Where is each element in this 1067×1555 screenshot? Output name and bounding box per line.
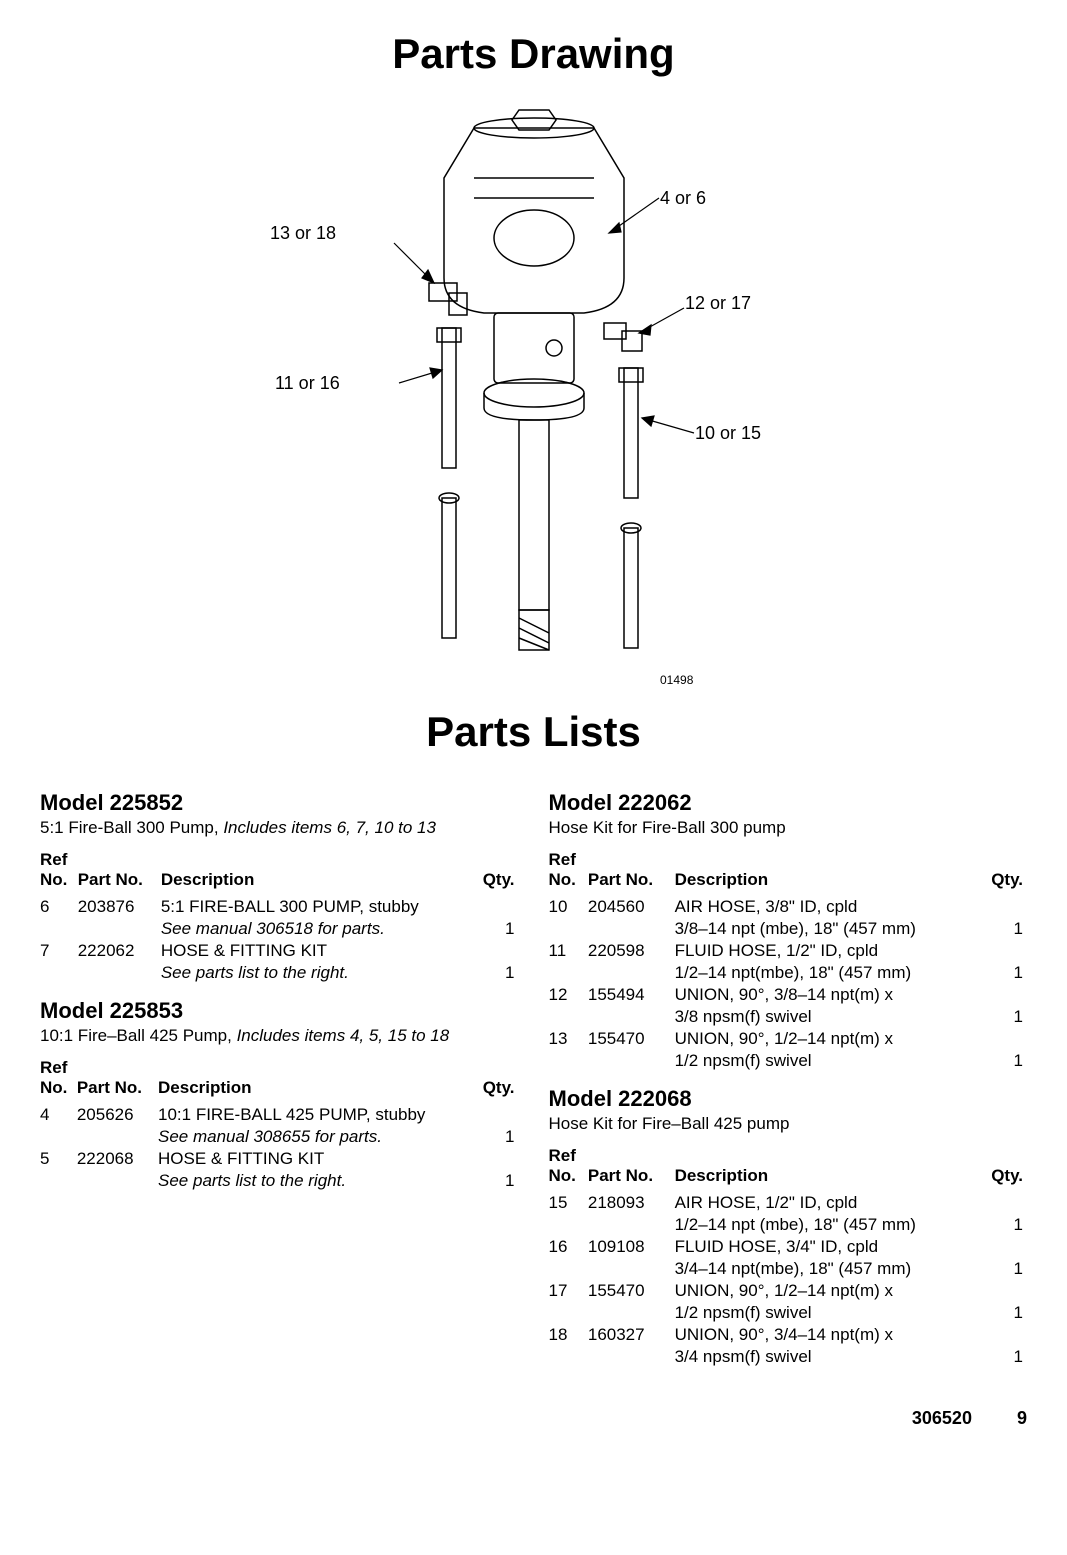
table-row: See parts list to the right. 1 [40,1170,519,1192]
model-222068-title: Model 222068 [549,1086,1028,1112]
model-225853-title: Model 225853 [40,998,519,1024]
left-column: Model 225852 5:1 Fire-Ball 300 Pump, Inc… [40,776,519,1368]
table-row: 3/4–14 npt(mbe), 18" (457 mm)1 [549,1258,1028,1280]
table-row: 1/2 npsm(f) swivel1 [549,1050,1028,1072]
col-qty: Qty. [475,846,518,896]
table-row: 7 222062 HOSE & FITTING KIT [40,940,519,962]
col-part: Part No. [588,1142,675,1192]
parts-lists-title: Parts Lists [40,708,1027,756]
col-ref: RefNo. [40,846,78,896]
model-222062-subtitle: Hose Kit for Fire-Ball 300 pump [549,818,1028,838]
table-row: 1/2 npsm(f) swivel1 [549,1302,1028,1324]
table-row: 3/8–14 npt (mbe), 18" (457 mm)1 [549,918,1028,940]
table-row: 13155470UNION, 90°, 1/2–14 npt(m) x [549,1028,1028,1050]
table-row: 3/4 npsm(f) swivel1 [549,1346,1028,1368]
model-225852-sub-plain: 5:1 Fire-Ball 300 Pump, [40,818,223,837]
page-number: 9 [1017,1408,1027,1428]
table-row: See manual 306518 for parts. 1 [40,918,519,940]
table-row: 4 205626 10:1 FIRE-BALL 425 PUMP, stubby [40,1104,519,1126]
pump-illustration [324,98,744,678]
parts-drawing-figure: 4 or 6 13 or 18 12 or 17 11 or 16 10 or … [40,98,1027,698]
drawing-id: 01498 [660,673,693,687]
table-row: 3/8 npsm(f) swivel1 [549,1006,1028,1028]
table-row: 1/2–14 npt(mbe), 18" (457 mm)1 [549,962,1028,984]
table-row: 1/2–14 npt (mbe), 18" (457 mm)1 [549,1214,1028,1236]
table-row: 12155494UNION, 90°, 3/8–14 npt(m) x [549,984,1028,1006]
col-qty: Qty. [982,1142,1027,1192]
table-row: 10204560AIR HOSE, 3/8" ID, cpld [549,896,1028,918]
col-qty: Qty. [982,846,1027,896]
model-222062-table: RefNo. Part No. Description Qty. 1020456… [549,846,1028,1072]
table-row: See parts list to the right. 1 [40,962,519,984]
col-desc: Description [158,1054,476,1104]
model-222068-table: RefNo. Part No. Description Qty. 1521809… [549,1142,1028,1368]
table-row: 5 222068 HOSE & FITTING KIT [40,1148,519,1170]
table-row: 11220598FLUID HOSE, 1/2" ID, cpld [549,940,1028,962]
table-row: 15218093AIR HOSE, 1/2" ID, cpld [549,1192,1028,1214]
table-row: See manual 308655 for parts. 1 [40,1126,519,1148]
table-row: 6 203876 5:1 FIRE-BALL 300 PUMP, stubby [40,896,519,918]
col-desc: Description [675,846,983,896]
table-row: 16109108FLUID HOSE, 3/4" ID, cpld [549,1236,1028,1258]
col-part: Part No. [78,846,161,896]
model-225853-table: RefNo. Part No. Description Qty. 4 20562… [40,1054,519,1192]
model-225852-title: Model 225852 [40,790,519,816]
col-desc: Description [161,846,476,896]
model-225852-subtitle: 5:1 Fire-Ball 300 Pump, Includes items 6… [40,818,519,838]
col-ref: RefNo. [549,1142,588,1192]
model-222068-sub-plain: Hose Kit for Fire–Ball 425 pump [549,1114,790,1133]
callout-13-or-18: 13 or 18 [270,223,336,244]
col-desc: Description [675,1142,983,1192]
table-row: 18160327UNION, 90°, 3/4–14 npt(m) x [549,1324,1028,1346]
doc-number: 306520 [912,1408,972,1428]
page-footer: 306520 9 [40,1408,1027,1429]
model-225853-subtitle: 10:1 Fire–Ball 425 Pump, Includes items … [40,1026,519,1046]
callout-12-or-17: 12 or 17 [685,293,751,314]
model-222062-sub-plain: Hose Kit for Fire-Ball 300 pump [549,818,786,837]
model-222062-title: Model 222062 [549,790,1028,816]
col-part: Part No. [588,846,675,896]
table-row: 17155470UNION, 90°, 1/2–14 npt(m) x [549,1280,1028,1302]
callout-4-or-6: 4 or 6 [660,188,706,209]
parts-drawing-title: Parts Drawing [40,30,1027,78]
model-222068-subtitle: Hose Kit for Fire–Ball 425 pump [549,1114,1028,1134]
model-225853-sub-em: Includes items 4, 5, 15 to 18 [237,1026,450,1045]
model-225852-table: RefNo. Part No. Description Qty. 6 20387… [40,846,519,984]
model-225853-sub-plain: 10:1 Fire–Ball 425 Pump, [40,1026,237,1045]
col-part: Part No. [77,1054,158,1104]
col-ref: RefNo. [549,846,588,896]
model-225852-sub-em: Includes items 6, 7, 10 to 13 [223,818,436,837]
callout-10-or-15: 10 or 15 [695,423,761,444]
col-ref: RefNo. [40,1054,77,1104]
callout-11-or-16: 11 or 16 [275,373,340,394]
col-qty: Qty. [476,1054,518,1104]
right-column: Model 222062 Hose Kit for Fire-Ball 300 … [549,776,1028,1368]
